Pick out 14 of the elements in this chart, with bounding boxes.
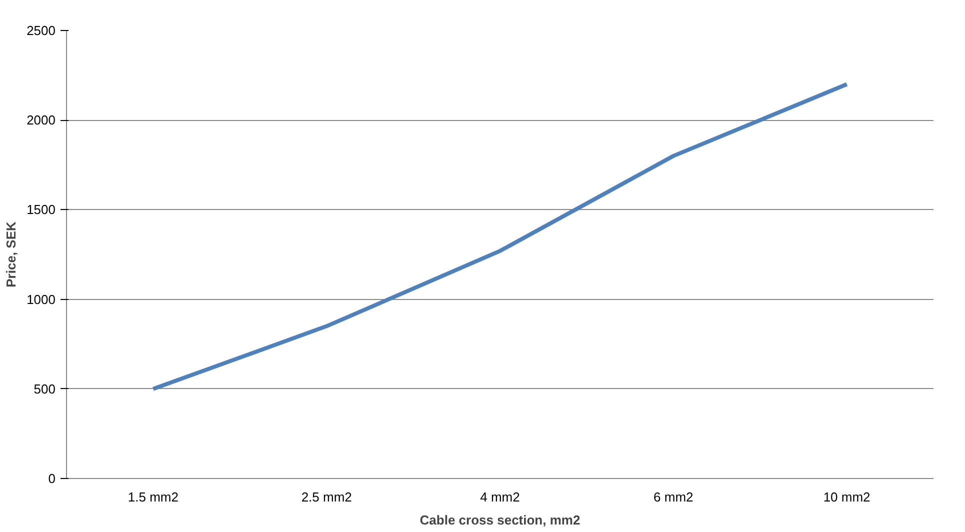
y-tick-label: 500 xyxy=(34,381,56,396)
y-tick-label: 1500 xyxy=(26,202,56,218)
x-tick-label: 4 mm2 xyxy=(480,490,520,504)
y-tick-label: 2000 xyxy=(26,112,56,128)
y-tick-label: 0 xyxy=(48,471,56,486)
x-tick-label: 10 mm2 xyxy=(823,490,870,504)
x-tick-label: 1.5 mm2 xyxy=(128,490,178,504)
y-tick-label: 2500 xyxy=(26,23,56,38)
line-series xyxy=(151,82,849,391)
x-axis-title: Cable cross section, mm2 xyxy=(420,512,580,528)
y-tick-label: 1000 xyxy=(26,292,56,307)
y-axis-title: Price, SEK xyxy=(4,221,19,288)
x-tick-label: 6 mm2 xyxy=(654,490,694,504)
x-tick-label: 2.5 mm2 xyxy=(301,490,352,504)
